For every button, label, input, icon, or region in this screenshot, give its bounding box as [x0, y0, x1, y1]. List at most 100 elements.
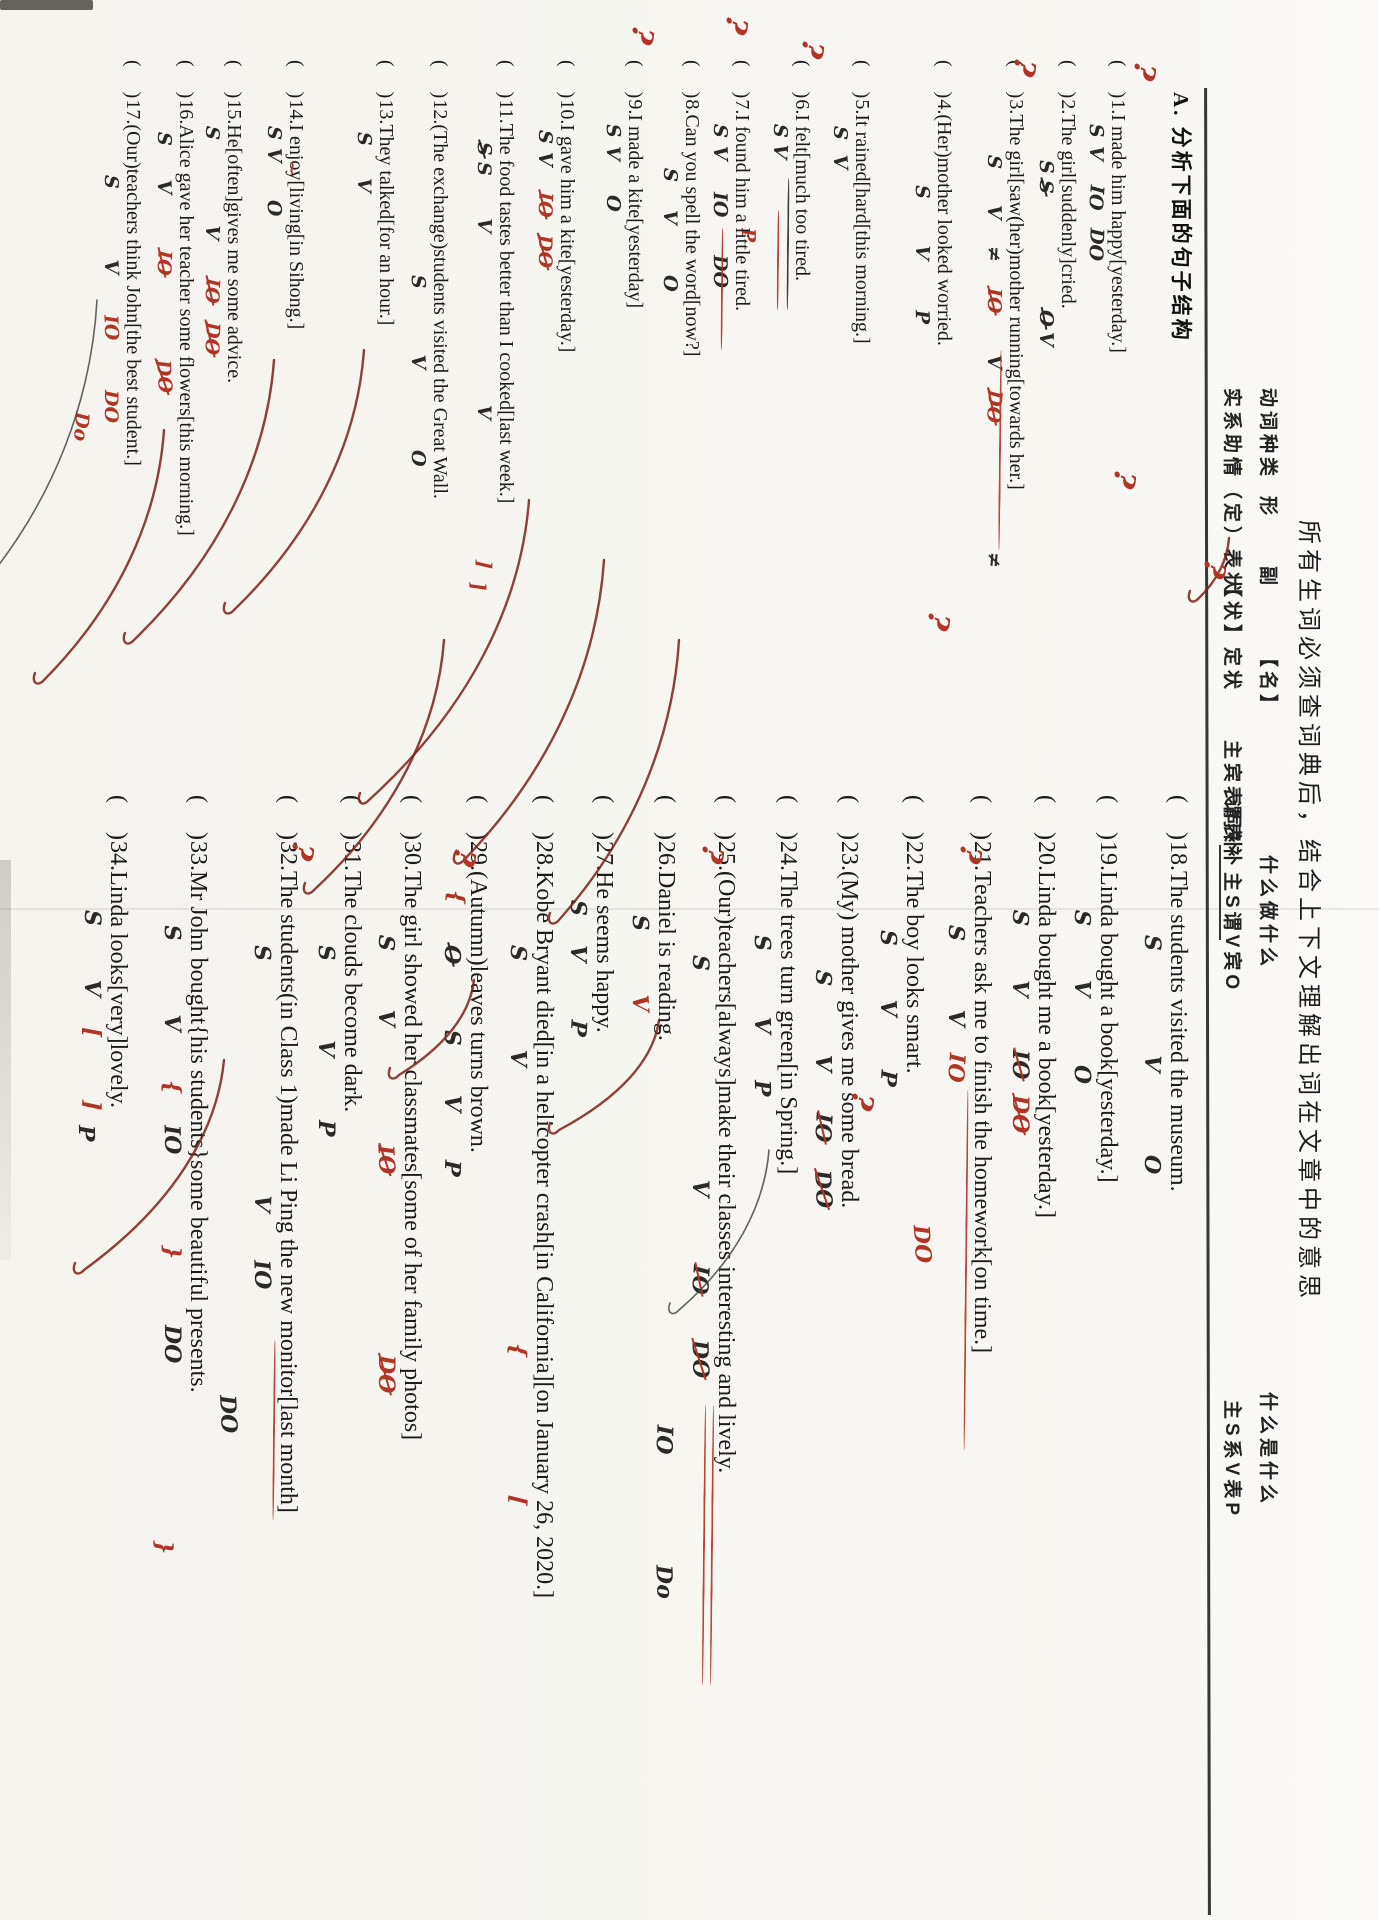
- element-mark-V: V: [504, 1049, 532, 1068]
- scan-edge-smudge: [0, 860, 11, 1260]
- pen-flourish-stroke: [122, 358, 276, 645]
- answer-blank-parens: ( ): [969, 795, 995, 841]
- answer-blank-parens: ( ): [1165, 795, 1191, 841]
- answer-blank-parens: ( ): [375, 60, 397, 100]
- element-mark-sym: [: [504, 1494, 532, 1507]
- answer-blank-parens: ( ): [851, 60, 873, 100]
- sentence-line-12: ( )12.(The exchange)students visited the…: [407, 60, 451, 499]
- element-mark-V: V: [910, 244, 934, 261]
- teacher-question-mark: ?: [1104, 466, 1143, 492]
- element-mark-Do: Do: [69, 411, 93, 442]
- answer-blank-parens: ( ): [185, 795, 211, 841]
- element-mark-DO: DO: [151, 359, 177, 394]
- sentence-line-2: ( )2.The girl[suddenly]cried. S S O V: [1034, 60, 1079, 347]
- sentence-text: Linda looks[very]lovely.: [105, 870, 131, 1109]
- sentence-text: I made a kite[yesterday]: [624, 114, 646, 309]
- element-mark-DO: DO: [214, 1394, 242, 1434]
- element-mark-sym: {: [158, 1079, 186, 1095]
- answer-blank-parens: ( ): [399, 795, 425, 841]
- element-mark-sym: }: [158, 1244, 186, 1260]
- answer-blank-parens: ( ): [465, 795, 491, 841]
- answer-blank-parens: ( ): [901, 795, 927, 841]
- answer-blank-parens: ( ): [653, 795, 679, 841]
- element-mark-V: V: [152, 179, 176, 196]
- sentence-number: 20.: [1033, 840, 1059, 871]
- sentence-number: 22.: [901, 840, 927, 871]
- header-row-verb-types: 动词种类形副【名】 什么做什么 什么是什么: [1255, 0, 1283, 1920]
- teacher-question-mark: ?: [792, 36, 831, 62]
- sentence-line-13: ( )13.They talked[for an hour.] S V: [353, 60, 397, 325]
- sentence-text: (Her)mother looked worried.: [933, 114, 955, 346]
- element-mark-IO: IO: [533, 191, 557, 218]
- element-mark-S: S: [372, 934, 400, 952]
- sentence-line-14: ( )14.I enjoy[living[in Sihong.] S V O ∼: [262, 60, 307, 329]
- correction-underline: [997, 349, 1003, 551]
- sentence-line-34: ( )34.Linda looks[very]lovely. S V [] P: [73, 795, 131, 1142]
- element-mark-sym: ≠: [982, 551, 1006, 569]
- element-mark-V: V: [564, 944, 592, 963]
- element-mark-V: V: [262, 147, 286, 164]
- element-mark-IO: IO: [650, 1424, 678, 1455]
- sentence-line-24: ( )24.The trees turn green[in Spring.] S V…: [749, 795, 801, 1174]
- sentence-number: 24.: [775, 840, 801, 871]
- element-mark-IO: IO: [686, 1264, 714, 1296]
- answer-blank-parens: ( ): [223, 60, 245, 100]
- sentence-line-11: ( )11.The food tastes better than I cook…: [467, 60, 517, 592]
- sentence-number: 1.: [1107, 99, 1129, 115]
- element-mark-S: S: [1006, 909, 1034, 927]
- sentence-line-27: ( )27.He seems happy. S V P: [564, 795, 617, 1037]
- sentence-text: I made him happy[yesterday.]: [1107, 114, 1129, 353]
- element-mark-S: S: [406, 274, 430, 290]
- element-mark-IO: IO: [99, 314, 123, 341]
- sentence-text: The food tastes better than I cooked[las…: [495, 123, 517, 504]
- element-mark-S: S: [152, 131, 176, 147]
- answer-blank-parens: ( ): [1095, 795, 1121, 841]
- element-mark-DO: DO: [809, 1169, 837, 1209]
- answer-blank-parens: ( ): [105, 795, 131, 841]
- element-mark-V: V: [533, 151, 557, 168]
- element-mark-V: V: [78, 979, 106, 998]
- element-mark-sym: }: [150, 1539, 178, 1555]
- sentence-text: Alice gave her teacher some flowers[this…: [175, 124, 197, 536]
- sentence-text: Mr John bought{his students}some beautif…: [185, 870, 211, 1393]
- header-token: 动词种类: [1257, 388, 1278, 481]
- answer-blank-parens: ( ): [339, 795, 365, 841]
- element-mark-V: V: [748, 1016, 776, 1035]
- section-a-title: A. 分析下面的句子结构: [1169, 92, 1193, 343]
- sentence-number: 2.: [1057, 99, 1079, 115]
- element-mark-V: V: [353, 178, 375, 193]
- sentence-line-17: ( )17.(Our)teachers think John[the best …: [69, 60, 144, 466]
- sentence-number: 10.: [556, 99, 578, 125]
- element-mark-O: O: [406, 449, 430, 467]
- answer-blank-parens: ( ): [791, 60, 813, 100]
- element-mark-P: P: [564, 1019, 592, 1038]
- element-mark-V: V: [248, 1194, 276, 1213]
- answer-blank-parens: ( ): [285, 60, 307, 100]
- sentence-line-32: ( )32.The students(in Class 1)made Li Pi…: [214, 795, 301, 1521]
- element-mark-S: S: [687, 955, 713, 971]
- sentence-text: (Our)teachers think John[the best studen…: [122, 124, 144, 466]
- element-mark-S: S: [708, 123, 732, 139]
- element-mark-sym: ]: [466, 581, 490, 592]
- sentence-number: 17.: [122, 99, 144, 125]
- sentence-text: (Our)teachers[always]make their classes …: [713, 870, 739, 1474]
- sentence-text: The girl showed her classmates[some of h…: [399, 870, 425, 1441]
- element-mark-V: V: [1138, 1054, 1166, 1073]
- element-mark-V: V: [473, 405, 495, 420]
- element-mark-O: O: [1138, 1154, 1166, 1176]
- sentence-number: 19.: [1095, 840, 1121, 871]
- scan-seam: [0, 908, 1379, 910]
- element-mark-IO: IO: [809, 1112, 837, 1144]
- sentence-text: I felt[much too tired.: [791, 114, 813, 281]
- element-mark-Do: Do: [650, 1564, 678, 1600]
- sentence-text: He seems happy.: [591, 870, 617, 1033]
- element-mark-S: S: [626, 914, 654, 932]
- sentence-line-4: ( )4.(Her)mother looked worried. S V P: [911, 60, 955, 346]
- element-mark-IO: IO: [248, 1259, 276, 1291]
- teacher-question-mark: ?: [1124, 58, 1163, 84]
- element-mark-P: P: [910, 309, 934, 325]
- element-mark-DO: DO: [159, 1325, 185, 1364]
- element-mark-S: S: [262, 125, 286, 141]
- element-mark-S: S: [99, 174, 123, 189]
- answer-blank-parens: ( ): [681, 60, 703, 100]
